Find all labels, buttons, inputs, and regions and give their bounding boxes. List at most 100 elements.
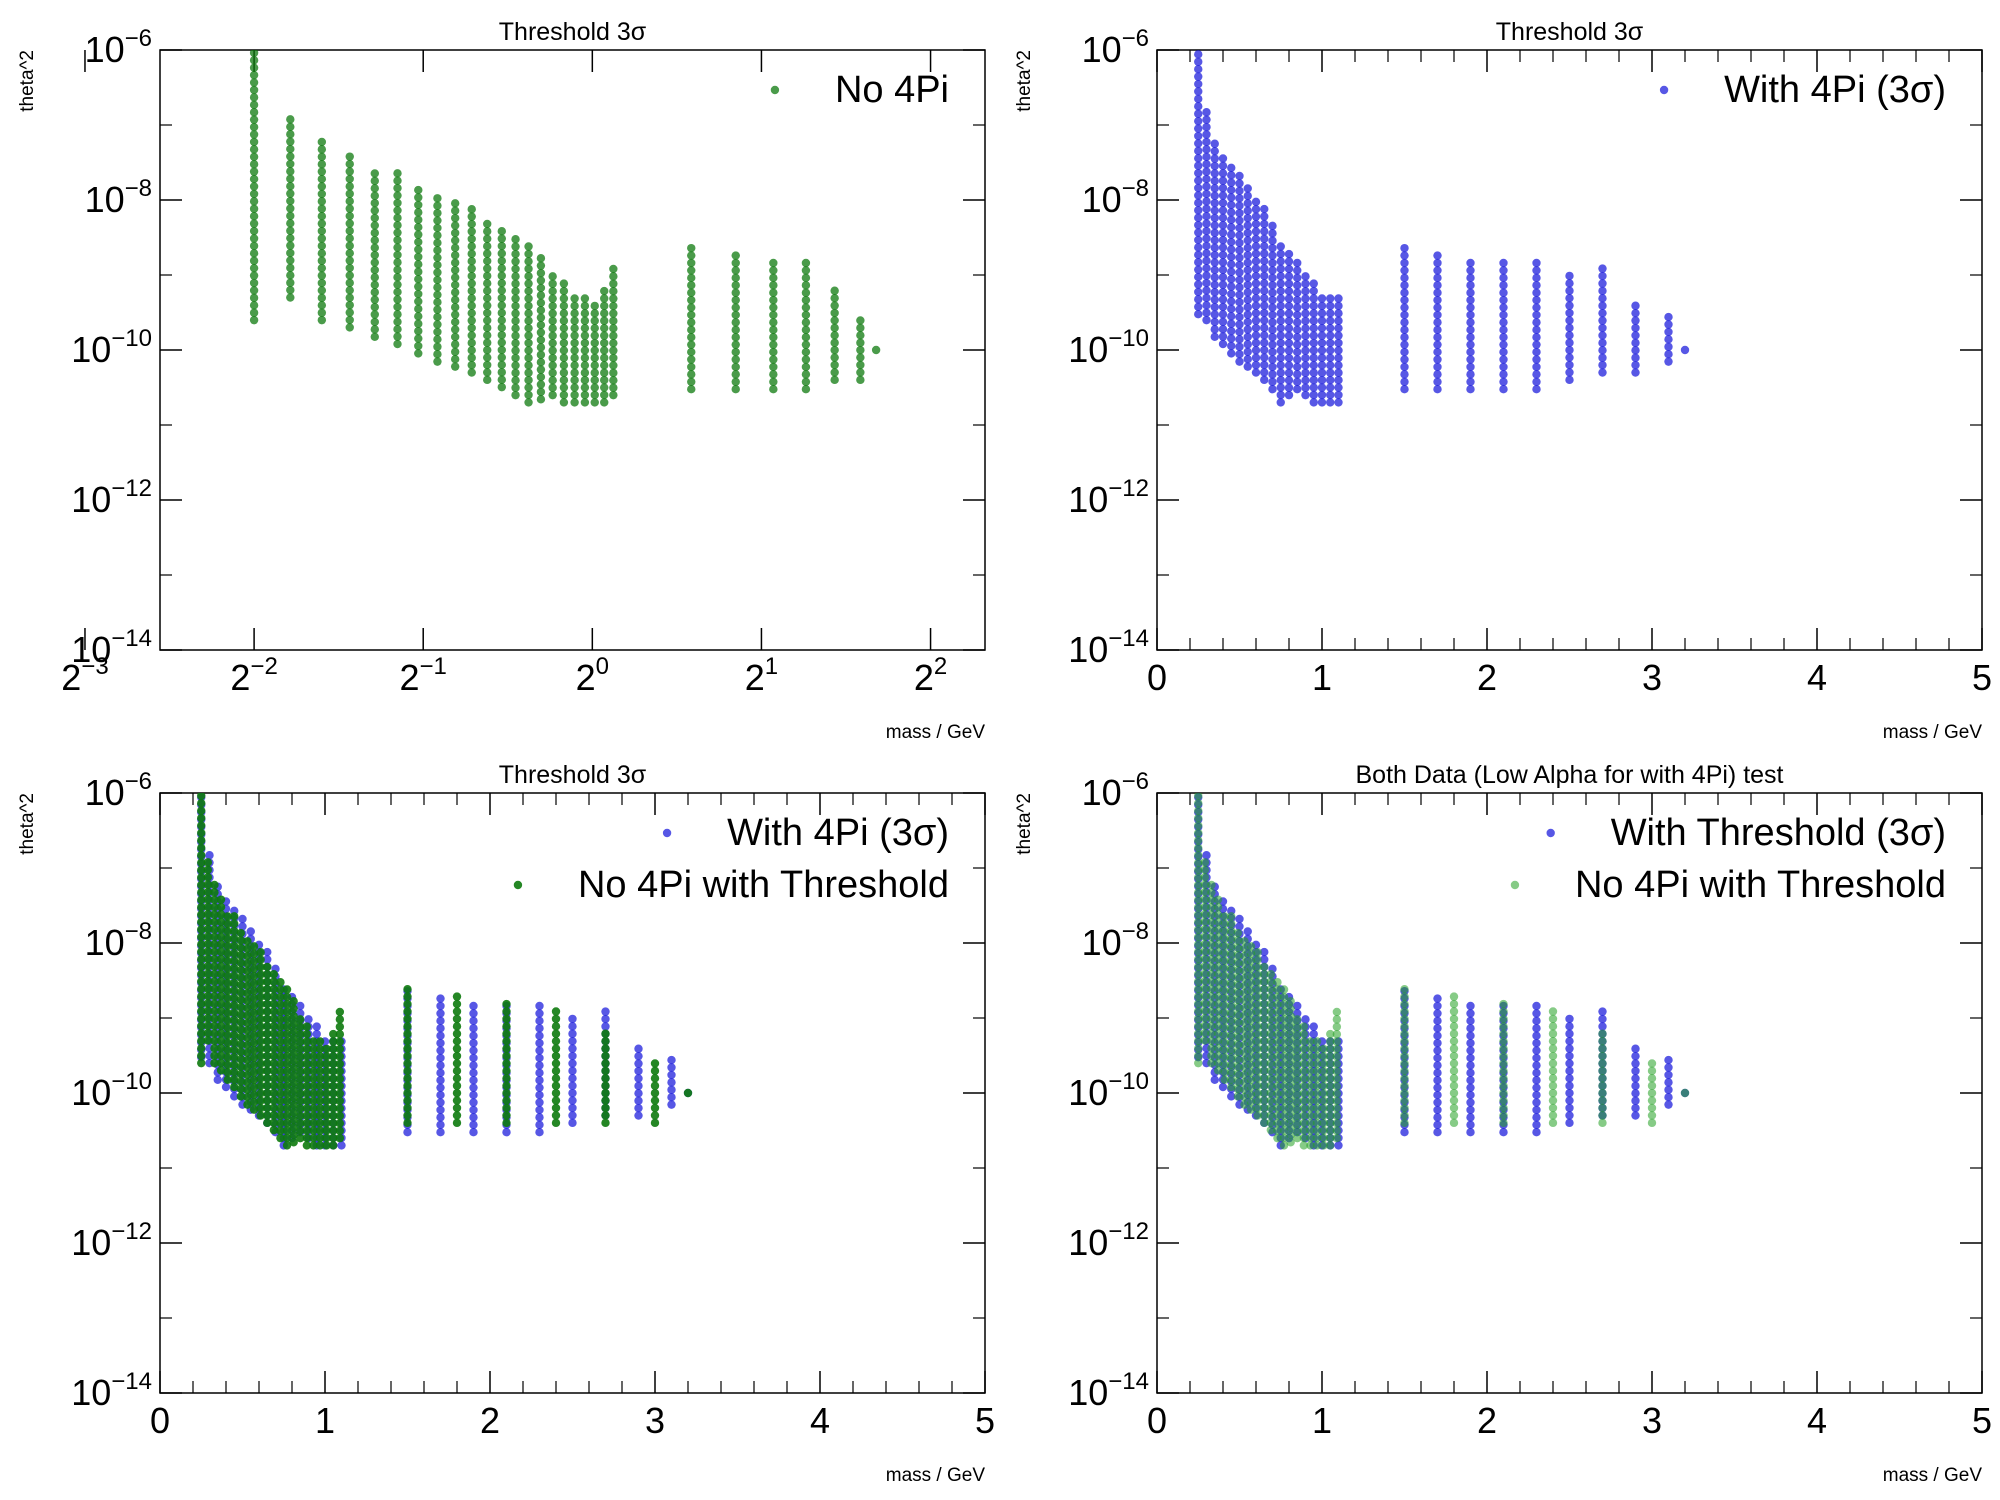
- data-point: [856, 345, 865, 355]
- data-point: [1194, 1058, 1203, 1068]
- data-point: [1268, 295, 1277, 305]
- data-point: [282, 1000, 292, 1009]
- data-point: [1319, 1111, 1328, 1120]
- data-point: [393, 183, 402, 193]
- data-point: [1233, 1077, 1243, 1086]
- data-point: [1326, 375, 1335, 385]
- data-point: [1218, 206, 1228, 215]
- data-point: [1301, 324, 1310, 333]
- data-point: [1499, 1081, 1508, 1090]
- data-point: [1253, 985, 1262, 994]
- data-point: [1253, 1000, 1262, 1009]
- data-point: [1194, 955, 1203, 964]
- data-point: [667, 1085, 676, 1094]
- data-point: [467, 308, 476, 318]
- data-point: [315, 1096, 325, 1106]
- data-point: [1240, 1070, 1249, 1080]
- data-point: [249, 1031, 259, 1040]
- data-point: [1326, 1089, 1335, 1098]
- data-point: [1266, 1125, 1276, 1135]
- data-point: [1251, 346, 1261, 355]
- data-point: [1240, 959, 1249, 968]
- data-point: [1243, 280, 1252, 290]
- data-point: [1299, 1126, 1309, 1135]
- data-point: [1631, 323, 1640, 333]
- data-point: [1218, 154, 1228, 163]
- data-point: [243, 944, 252, 953]
- data-point: [1332, 1059, 1342, 1069]
- data-point: [1240, 1078, 1249, 1087]
- data-point: [1253, 1111, 1262, 1120]
- data-point: [1332, 1104, 1342, 1113]
- data-point: [1293, 1037, 1302, 1046]
- data-point: [263, 1074, 272, 1083]
- data-point: [1260, 1111, 1269, 1120]
- data-point: [1449, 1059, 1459, 1068]
- data-point: [210, 1036, 219, 1046]
- data-point: [634, 1051, 643, 1061]
- data-point: [1260, 353, 1269, 362]
- data-point: [548, 279, 557, 288]
- data-point: [289, 1086, 298, 1095]
- data-point: [1326, 1081, 1335, 1091]
- data-point: [634, 1074, 643, 1083]
- data-point: [289, 1108, 298, 1117]
- data-point: [600, 353, 609, 363]
- data-point: [1233, 1017, 1243, 1027]
- data-point: [511, 376, 520, 385]
- data-point: [502, 1074, 511, 1083]
- data-point: [524, 271, 533, 281]
- data-point: [296, 1044, 305, 1054]
- data-point: [249, 78, 259, 87]
- data-point: [469, 1016, 478, 1026]
- data-point: [203, 925, 213, 934]
- data-point: [1332, 1052, 1342, 1061]
- data-point: [317, 189, 327, 199]
- y-axis-label: theta^2: [1014, 50, 1035, 112]
- data-point: [634, 1044, 643, 1053]
- data-point: [1293, 295, 1302, 305]
- data-point: [1400, 1103, 1409, 1113]
- data-point: [551, 1074, 561, 1083]
- data-point: [1309, 398, 1318, 407]
- data-point: [269, 1044, 279, 1053]
- data-point: [216, 925, 226, 934]
- data-point: [317, 234, 327, 243]
- data-point: [263, 977, 272, 986]
- data-point: [568, 1059, 577, 1068]
- data-point: [1433, 295, 1442, 305]
- data-point: [1207, 1029, 1216, 1038]
- data-point: [551, 1044, 561, 1053]
- data-point: [1253, 948, 1262, 957]
- data-point: [317, 278, 327, 288]
- data-point: [1251, 323, 1261, 333]
- data-point: [687, 340, 696, 349]
- data-point: [322, 1052, 331, 1061]
- data-point: [1243, 295, 1252, 305]
- data-point: [403, 1096, 412, 1105]
- data-point: [289, 1049, 298, 1058]
- data-point: [1218, 332, 1228, 341]
- data-point: [436, 1098, 445, 1107]
- data-point: [1194, 57, 1203, 66]
- data-point: [1284, 331, 1294, 340]
- data-point: [1598, 1029, 1607, 1038]
- data-point: [1233, 966, 1243, 975]
- data-point: [497, 256, 506, 266]
- data-point: [1233, 988, 1243, 997]
- data-point: [197, 977, 206, 986]
- data-point: [309, 1044, 318, 1054]
- data-point: [1194, 102, 1203, 111]
- data-point: [1299, 1074, 1309, 1083]
- data-point: [263, 1022, 272, 1031]
- data-point: [609, 272, 618, 281]
- data-point: [1276, 249, 1285, 259]
- data-point: [309, 1037, 318, 1046]
- data-point: [256, 1066, 265, 1076]
- data-point: [1433, 1105, 1442, 1115]
- data-point: [609, 390, 618, 400]
- data-point: [687, 347, 696, 357]
- data-point: [801, 340, 811, 349]
